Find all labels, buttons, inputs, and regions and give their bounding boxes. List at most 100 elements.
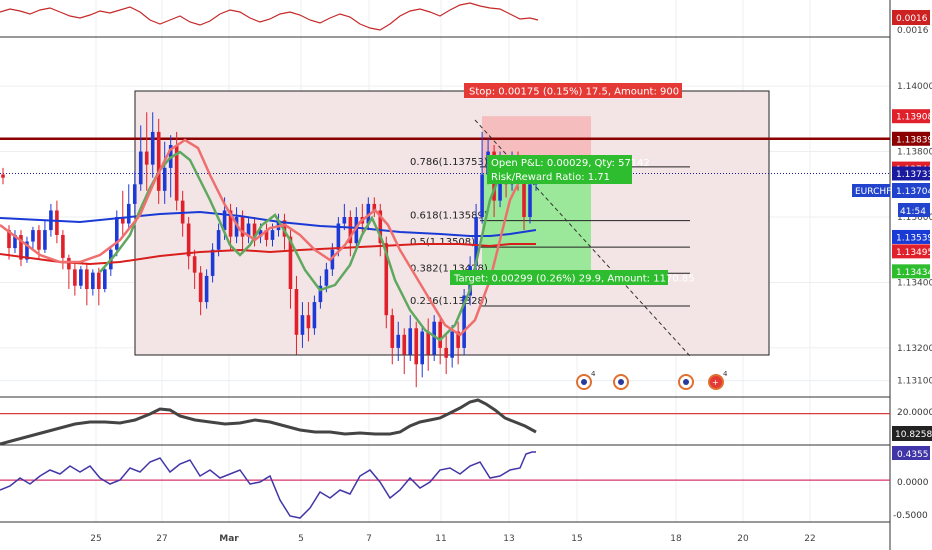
- candle-body: [156, 131, 161, 191]
- price-level-tag-text: 1.13839: [896, 135, 932, 145]
- price-level-tag: [892, 166, 930, 181]
- red-moving-average: [0, 243, 536, 266]
- price-axis-label: 1.13200: [897, 344, 932, 354]
- candle-body: [390, 315, 395, 348]
- fib-levels: 0.786(1.13753) 0.618(1.13589) 0.5(1.13508)…: [410, 157, 690, 307]
- candle-body: [450, 331, 454, 358]
- fib-level-label: 0.382(1.13428): [410, 263, 488, 274]
- price-level-tag-text: 1.13908: [896, 113, 932, 123]
- price-level-tag: [892, 264, 930, 279]
- time-axis-label: 11: [435, 534, 446, 544]
- price-axis-label: 1.13100: [897, 377, 932, 387]
- price-panel: 0.786(1.13753) 0.618(1.13589) 0.5(1.13508)…: [0, 83, 890, 390]
- osc-value-tag: [892, 426, 932, 441]
- top-cut-label: 0.0016: [897, 26, 929, 36]
- event-icon[interactable]: [708, 374, 724, 390]
- candle-body: [97, 272, 101, 289]
- candle-body: [228, 210, 233, 237]
- fib-level-label: 0.618(1.13589): [410, 211, 488, 222]
- price-axis-label: 1.13400: [897, 278, 932, 288]
- candle-body: [186, 223, 191, 257]
- candle-body: [43, 230, 47, 250]
- top-value-tag-text: 0.0016: [896, 14, 928, 24]
- candle-body: [103, 269, 107, 289]
- candle-body: [300, 315, 305, 335]
- symbol-tag[interactable]: [852, 184, 890, 197]
- rsi-tick-label: 0.0000: [897, 478, 929, 488]
- candle-body: [120, 217, 125, 224]
- candle-body: [126, 203, 131, 224]
- candle-body: [222, 210, 227, 231]
- candle-body: [330, 249, 335, 270]
- candle-body: [91, 272, 95, 289]
- candle-body: [270, 230, 275, 240]
- top-value-tag: [892, 10, 930, 25]
- candle-body: [144, 151, 149, 165]
- oscillator-line: [0, 398, 537, 446]
- price-axis-label: 1.13800: [897, 148, 932, 158]
- fib-level-label: 0.5(1.13508): [410, 237, 475, 248]
- candle-body: [420, 331, 425, 365]
- candle-body: [55, 210, 59, 235]
- time-axis[interactable]: 25 27 Mar 5 7 11 13 15 18 20 22: [90, 534, 815, 544]
- candle-body: [396, 334, 401, 348]
- green-fast-ma: [99, 150, 537, 342]
- candle-body: [198, 272, 203, 303]
- risk-reward-label: Risk/Reward Ratio: 1.71: [491, 172, 610, 183]
- target-label-box: [450, 270, 668, 285]
- candle-body: [354, 217, 359, 244]
- position-labels: Stop: 0.00175 (0.15%) 17.5, Amount: 900 …: [450, 83, 695, 285]
- time-axis-label: 27: [156, 534, 167, 544]
- price-level-tag-text: 1.13495: [896, 248, 932, 258]
- rsi-panel: [0, 451, 890, 519]
- candle-body: [456, 331, 460, 348]
- candle-body: [342, 217, 347, 224]
- candle-body: [61, 235, 65, 258]
- trend-projection-line: [474, 119, 691, 357]
- candle-body: [384, 243, 389, 316]
- candle-body: [13, 235, 17, 249]
- stop-label: Stop: 0.00175 (0.15%) 17.5, Amount: 900: [469, 87, 679, 98]
- blue-moving-average: [0, 210, 537, 237]
- price-axis-label: 1.14000: [897, 82, 932, 92]
- candle-body: [312, 302, 317, 329]
- time-axis-label: 22: [804, 534, 815, 544]
- price-level-tag: [892, 244, 930, 259]
- price-level-tag: [892, 131, 930, 146]
- price-axis[interactable]: 1.14000 1.13800 1.13600 1.13400 1.13200 1.131…: [892, 82, 932, 387]
- time-axis-label: 15: [571, 534, 582, 544]
- candle-body: [240, 217, 245, 237]
- time-axis-label: 7: [366, 534, 372, 544]
- event-icon-cross: +: [712, 378, 719, 387]
- oscillator-panel: [0, 398, 890, 446]
- candle-body: [348, 217, 353, 244]
- candle-body: [216, 230, 221, 250]
- candle-body: [264, 230, 269, 240]
- time-axis-label: 20: [737, 534, 749, 544]
- candle-body: [444, 347, 448, 358]
- candle-body: [294, 289, 299, 335]
- fib-level-label: 0.786(1.13753): [410, 157, 488, 168]
- candle-body: [480, 174, 484, 217]
- time-axis-label: 25: [90, 534, 101, 544]
- price-level-tag-text: 1.13434: [896, 268, 932, 278]
- salmon-fast-ma: [0, 138, 537, 337]
- candle-body: [31, 230, 35, 242]
- candle-body: [402, 334, 407, 355]
- candle-body: [246, 223, 251, 237]
- candle-body: [288, 236, 293, 289]
- open-pnl-label: Open P&L: 0.00029, Qty: 57142: [491, 158, 650, 169]
- candle-body: [79, 269, 83, 286]
- candle-body: [19, 235, 23, 260]
- time-tag-notch: [892, 203, 898, 217]
- event-icons[interactable]: 4 + 4: [576, 370, 728, 390]
- osc-value-tag-text: 10.8258: [895, 430, 932, 440]
- candle-body: [414, 328, 419, 365]
- candle-body: [258, 230, 263, 237]
- stop-label-box: [464, 83, 682, 98]
- top-indicator-line: [0, 2, 539, 31]
- rsi-tick-label: -0.5000: [893, 511, 928, 521]
- price-level-tag-text: 1.13733: [896, 170, 932, 180]
- candle-body: [138, 151, 143, 185]
